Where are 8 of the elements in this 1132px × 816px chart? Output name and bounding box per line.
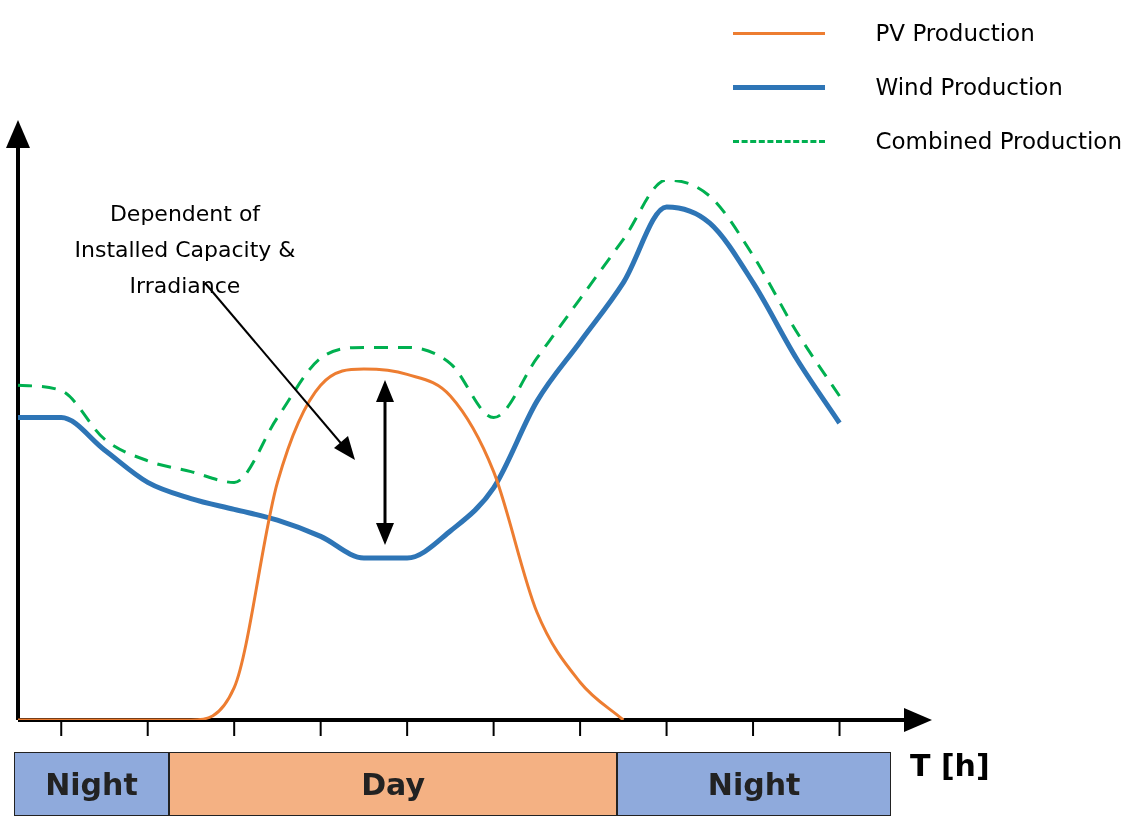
annotation: Dependent of Installed Capacity & Irradiance (73, 200, 297, 300)
legend-label: PV Production (875, 20, 1035, 46)
x-axis-title: T [h] (910, 748, 990, 783)
legend-label: Wind Production (875, 74, 1063, 100)
timeline-segment: Night (616, 752, 892, 816)
timeline-segment: Day (169, 752, 617, 816)
timeline-segment: Night (13, 752, 170, 816)
legend-label: Combined Production (875, 128, 1122, 154)
